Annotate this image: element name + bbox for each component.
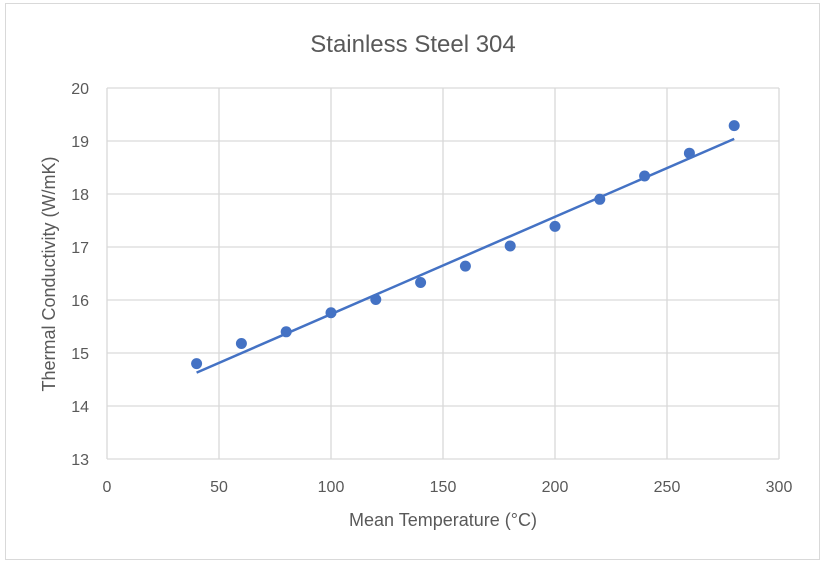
x-tick-label: 250	[654, 479, 681, 496]
y-tick-label: 19	[71, 134, 89, 151]
trendline-group	[196, 137, 735, 374]
data-point	[415, 277, 427, 289]
data-point	[683, 147, 695, 159]
data-point	[504, 240, 516, 252]
y-tick-labels: 13 14 15 16 17 18 19 20	[71, 81, 89, 469]
x-tick-labels: 0 50 100 150 200 250 300	[103, 479, 793, 496]
data-point	[639, 170, 651, 182]
data-point	[728, 120, 740, 132]
chart-frame	[5, 3, 820, 560]
y-tick-label: 15	[71, 346, 89, 363]
trendline	[196, 137, 735, 374]
y-tick-label: 13	[71, 452, 89, 469]
data-point	[280, 326, 292, 338]
x-axis-title: Mean Temperature (°C)	[349, 510, 537, 530]
x-tick-label: 50	[210, 479, 228, 496]
y-tick-label: 16	[71, 293, 89, 310]
grid-lines	[106, 87, 780, 460]
y-tick-label: 17	[71, 240, 89, 257]
x-tick-label: 200	[542, 479, 569, 496]
data-point	[549, 220, 561, 232]
data-point	[325, 307, 337, 319]
x-tick-label: 0	[103, 479, 112, 496]
data-point	[370, 293, 382, 305]
x-tick-label: 300	[766, 479, 793, 496]
y-tick-label: 14	[71, 399, 89, 416]
x-tick-label: 100	[318, 479, 345, 496]
data-point	[459, 260, 471, 272]
y-axis-title: Thermal Conductivity (W/mK)	[39, 156, 59, 391]
data-point	[235, 337, 247, 349]
y-tick-label: 20	[71, 81, 89, 98]
chart-title: Stainless Steel 304	[310, 31, 515, 58]
data-point	[191, 358, 203, 370]
x-tick-label: 150	[430, 479, 457, 496]
data-point	[594, 193, 606, 205]
y-tick-label: 18	[71, 187, 89, 204]
data-points	[191, 120, 740, 370]
